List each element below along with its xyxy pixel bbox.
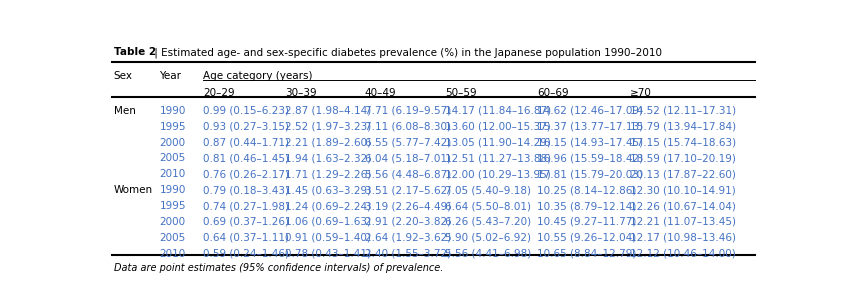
Text: 2.87 (1.98–4.14): 2.87 (1.98–4.14)	[285, 106, 371, 116]
Text: Year: Year	[160, 71, 182, 81]
Text: 0.93 (0.27–3.15): 0.93 (0.27–3.15)	[203, 122, 288, 132]
Text: 10.35 (8.79–12.14): 10.35 (8.79–12.14)	[537, 201, 636, 211]
Text: 5.56 (4.48–6.87): 5.56 (4.48–6.87)	[365, 169, 451, 179]
Text: 0.99 (0.15–6.23): 0.99 (0.15–6.23)	[203, 106, 288, 116]
Text: 2.91 (2.20–3.82): 2.91 (2.20–3.82)	[365, 217, 451, 227]
Text: 40–49: 40–49	[365, 88, 397, 98]
Text: 1990: 1990	[160, 185, 186, 195]
Text: 6.55 (5.77–7.42): 6.55 (5.77–7.42)	[365, 137, 451, 148]
Text: 14.62 (12.46–17.09): 14.62 (12.46–17.09)	[537, 106, 643, 116]
Text: 6.64 (5.50–8.01): 6.64 (5.50–8.01)	[445, 201, 531, 211]
Text: 6.04 (5.18–7.01): 6.04 (5.18–7.01)	[365, 153, 451, 164]
Text: 2010: 2010	[160, 169, 186, 179]
Text: 13.05 (11.90–14.29): 13.05 (11.90–14.29)	[445, 137, 552, 148]
Text: 2005: 2005	[160, 153, 186, 164]
Text: 7.71 (6.19–9.57): 7.71 (6.19–9.57)	[365, 106, 451, 116]
Text: 0.74 (0.27–1.98): 0.74 (0.27–1.98)	[203, 201, 288, 211]
Text: 12.26 (10.67–14.04): 12.26 (10.67–14.04)	[630, 201, 736, 211]
Text: 2000: 2000	[160, 217, 185, 227]
Text: 0.69 (0.37–1.26): 0.69 (0.37–1.26)	[203, 217, 288, 227]
Text: 12.17 (10.98–13.46): 12.17 (10.98–13.46)	[630, 233, 736, 243]
Text: 10.45 (9.27–11.77): 10.45 (9.27–11.77)	[537, 217, 636, 227]
Text: 1990: 1990	[160, 106, 186, 116]
Text: 3.51 (2.17–5.62): 3.51 (2.17–5.62)	[365, 185, 451, 195]
Text: 5.90 (5.02–6.92): 5.90 (5.02–6.92)	[445, 233, 531, 243]
Text: 1995: 1995	[160, 122, 186, 132]
Text: 16.96 (15.59–18.42): 16.96 (15.59–18.42)	[537, 153, 643, 164]
Text: 2010: 2010	[160, 249, 186, 259]
Text: 12.21 (11.07–13.45): 12.21 (11.07–13.45)	[630, 217, 736, 227]
Text: 20.13 (17.87–22.60): 20.13 (17.87–22.60)	[630, 169, 736, 179]
Text: 2005: 2005	[160, 233, 186, 243]
Text: 12.51 (11.27–13.88): 12.51 (11.27–13.88)	[445, 153, 552, 164]
Text: Data are point estimates (95% confidence intervals) of prevalence.: Data are point estimates (95% confidence…	[113, 263, 443, 273]
Text: 1.94 (1.63–2.32): 1.94 (1.63–2.32)	[285, 153, 371, 164]
Text: 17.81 (15.79–20.03): 17.81 (15.79–20.03)	[537, 169, 643, 179]
Text: 50–59: 50–59	[445, 88, 477, 98]
Text: Sex: Sex	[113, 71, 133, 81]
Text: Age category (years): Age category (years)	[203, 71, 312, 81]
Text: 12.30 (10.10–14.91): 12.30 (10.10–14.91)	[630, 185, 736, 195]
Text: 0.91 (0.59–1.40): 0.91 (0.59–1.40)	[285, 233, 371, 243]
Text: 7.11 (6.08–8.30): 7.11 (6.08–8.30)	[365, 122, 451, 132]
Text: 14.17 (11.84–16.87): 14.17 (11.84–16.87)	[445, 106, 552, 116]
Text: ≥70: ≥70	[630, 88, 652, 98]
Text: 0.76 (0.26–2.17): 0.76 (0.26–2.17)	[203, 169, 288, 179]
Text: 1.06 (0.69–1.63): 1.06 (0.69–1.63)	[285, 217, 371, 227]
Text: 20–29: 20–29	[203, 88, 234, 98]
Text: 17.15 (15.74–18.63): 17.15 (15.74–18.63)	[630, 137, 736, 148]
Text: 2000: 2000	[160, 137, 185, 148]
Text: 18.59 (17.10–20.19): 18.59 (17.10–20.19)	[630, 153, 736, 164]
Text: 15.79 (13.94–17.84): 15.79 (13.94–17.84)	[630, 122, 736, 132]
Text: 30–39: 30–39	[285, 88, 316, 98]
Text: 1.24 (0.69–2.24): 1.24 (0.69–2.24)	[285, 201, 371, 211]
Text: 13.60 (12.00–15.37): 13.60 (12.00–15.37)	[445, 122, 551, 132]
Text: 12.00 (10.29–13.95): 12.00 (10.29–13.95)	[445, 169, 551, 179]
Text: Women: Women	[113, 185, 153, 195]
Text: 1995: 1995	[160, 201, 186, 211]
Text: 2.40 (1.55–3.72): 2.40 (1.55–3.72)	[365, 249, 451, 259]
Text: 5.56 (4.41–6.98): 5.56 (4.41–6.98)	[445, 249, 531, 259]
Text: Table 2: Table 2	[113, 47, 156, 57]
Text: 60–69: 60–69	[537, 88, 569, 98]
Text: 3.19 (2.26–4.49): 3.19 (2.26–4.49)	[365, 201, 451, 211]
Text: 0.59 (0.24–1.46): 0.59 (0.24–1.46)	[203, 249, 288, 259]
Text: | Estimated age- and sex-specific diabetes prevalence (%) in the Japanese popula: | Estimated age- and sex-specific diabet…	[151, 47, 662, 58]
Text: 12.12 (10.46–14.00): 12.12 (10.46–14.00)	[630, 249, 736, 259]
Text: 2.52 (1.97–3.23): 2.52 (1.97–3.23)	[285, 122, 371, 132]
Text: 0.64 (0.37–1.11): 0.64 (0.37–1.11)	[203, 233, 288, 243]
Text: 10.55 (9.26–12.04): 10.55 (9.26–12.04)	[537, 233, 636, 243]
Text: Men: Men	[113, 106, 135, 116]
Text: 1.45 (0.63–3.29): 1.45 (0.63–3.29)	[285, 185, 371, 195]
Text: 2.64 (1.92–3.62): 2.64 (1.92–3.62)	[365, 233, 451, 243]
Text: 6.26 (5.43–7.20): 6.26 (5.43–7.20)	[445, 217, 531, 227]
Text: 15.37 (13.77–17.13): 15.37 (13.77–17.13)	[537, 122, 643, 132]
Text: 0.87 (0.44–1.71): 0.87 (0.44–1.71)	[203, 137, 288, 148]
Text: 10.65 (8.84–12.79): 10.65 (8.84–12.79)	[537, 249, 636, 259]
Text: 14.52 (12.11–17.31): 14.52 (12.11–17.31)	[630, 106, 736, 116]
Text: 0.79 (0.18–3.43): 0.79 (0.18–3.43)	[203, 185, 288, 195]
Text: 10.25 (8.14–12.86): 10.25 (8.14–12.86)	[537, 185, 636, 195]
Text: 2.21 (1.89–2.60): 2.21 (1.89–2.60)	[285, 137, 371, 148]
Text: 7.05 (5.40–9.18): 7.05 (5.40–9.18)	[445, 185, 531, 195]
Text: 1.71 (1.29–2.26): 1.71 (1.29–2.26)	[285, 169, 371, 179]
Text: 0.78 (0.43–1.41): 0.78 (0.43–1.41)	[285, 249, 371, 259]
Text: 16.15 (14.93–17.45): 16.15 (14.93–17.45)	[537, 137, 643, 148]
Text: 0.81 (0.46–1.45): 0.81 (0.46–1.45)	[203, 153, 288, 164]
